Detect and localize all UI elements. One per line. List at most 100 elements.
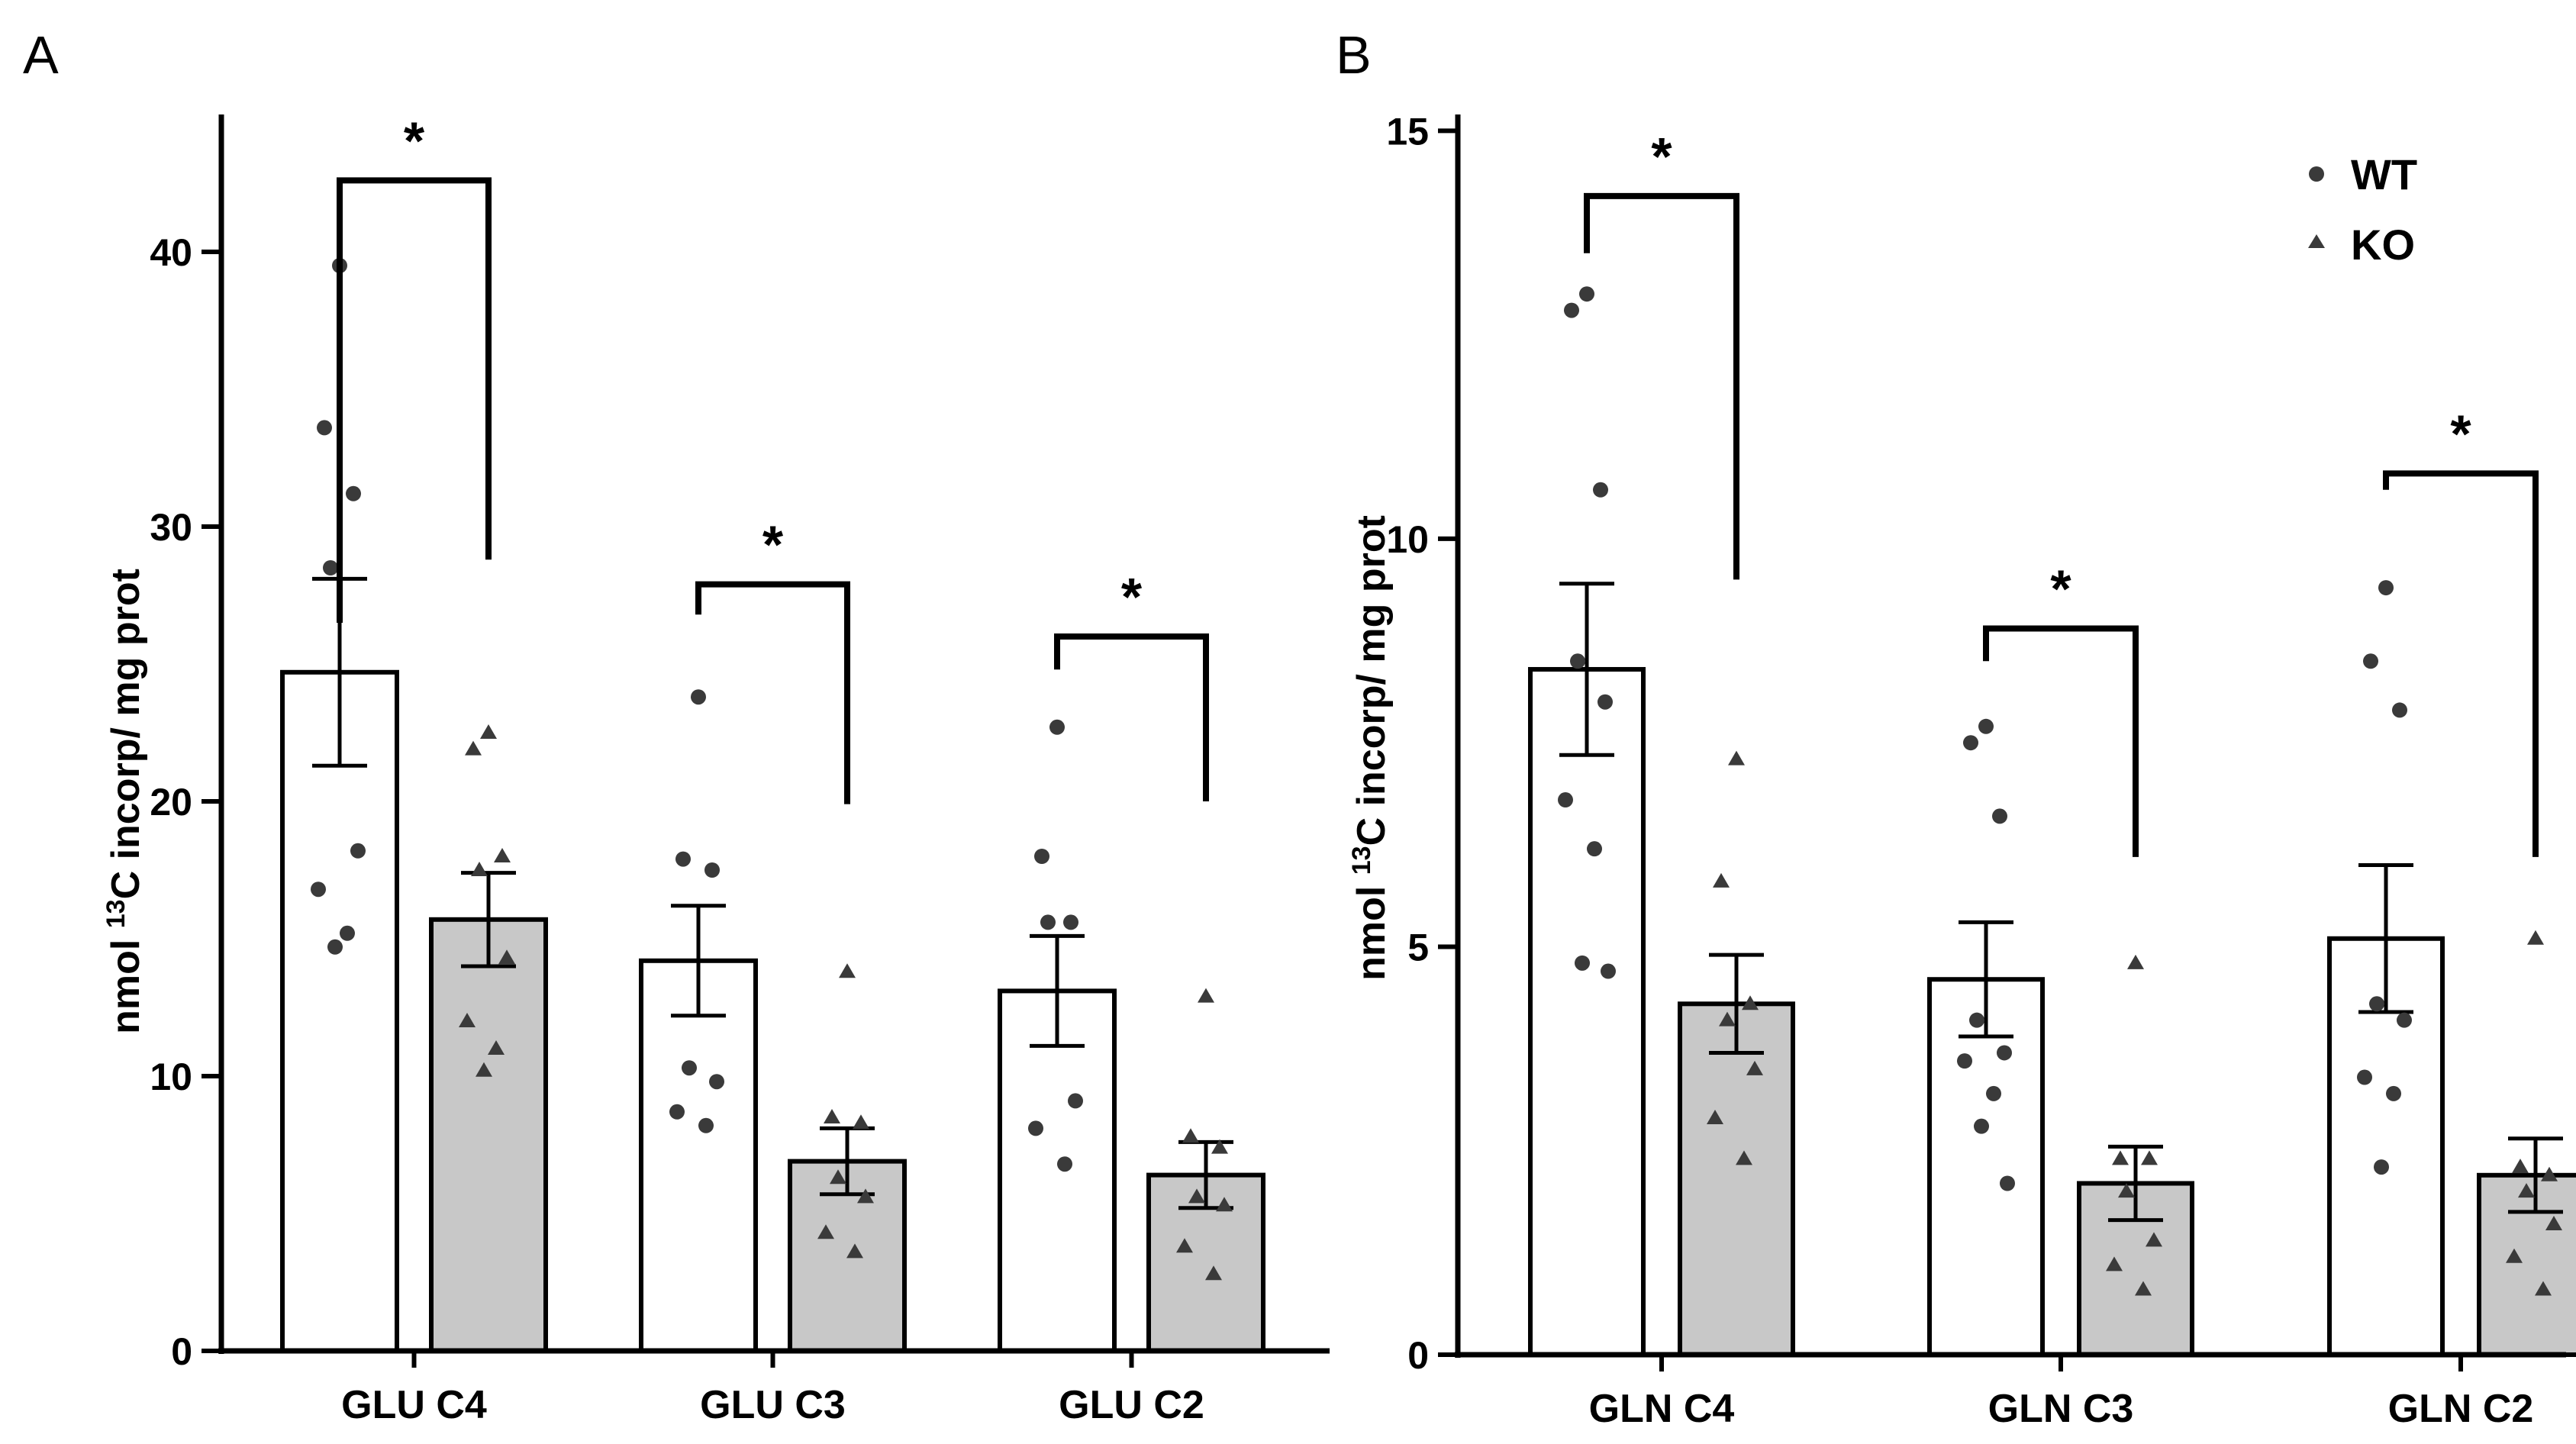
panel-b-axes: 0 5 10 15 GLN C4 GLN C3 GLN C2 xyxy=(1386,110,2566,1431)
panel-a-bars xyxy=(280,669,1265,1354)
panel-b-bar-ko xyxy=(1678,1001,1795,1357)
panel-a-point-wt xyxy=(698,1117,714,1133)
panel-b-point-ko xyxy=(1719,1011,1736,1027)
panel-b-y-tick-label: 10 xyxy=(1386,518,1429,561)
panel-a-point-ko xyxy=(839,963,856,978)
panel-b-point-ko xyxy=(1736,1150,1752,1165)
panel-b-point-ko xyxy=(2146,1232,2162,1247)
panel-b-point-wt xyxy=(2357,1069,2372,1085)
panel-a-significance-star: * xyxy=(404,111,425,170)
panel-a-point-ko xyxy=(494,848,511,862)
panel-b-significance: * * * xyxy=(1584,127,2539,857)
panel-b-point-ko xyxy=(2127,954,2144,969)
panel-a-bar-wt xyxy=(280,669,399,1353)
panel-b-point-wt xyxy=(2374,1159,2389,1175)
panel-b-point-wt xyxy=(1558,792,1573,808)
panel-b-x-tick-label: GLN C4 xyxy=(1589,1387,1735,1431)
panel-a-bar-wt xyxy=(639,958,758,1354)
panel-a-point-wt xyxy=(311,882,326,898)
panel-b-point-wt xyxy=(1986,1085,2001,1101)
panel-b-point-wt xyxy=(1579,286,1594,302)
panel-b-y-tick-label: 15 xyxy=(1386,110,1429,153)
panel-b-point-ko xyxy=(1707,1109,1723,1124)
panel-b-point-wt xyxy=(2363,653,2378,669)
panel-a-point-ko xyxy=(480,724,497,739)
panel-a-point-ko xyxy=(846,1243,863,1259)
panel-a-point-ko xyxy=(1205,1265,1222,1281)
panel-b-significance-bracket xyxy=(2383,470,2539,857)
panel-b-error-bars xyxy=(1559,582,2563,1223)
panel-b-significance-star: * xyxy=(1651,127,1672,186)
legend-wt-label: WT xyxy=(2351,150,2417,198)
panel-b-bar-wt xyxy=(1927,977,2045,1357)
panel-a-y-tick-label: 10 xyxy=(150,1056,192,1098)
panel-b-point-ko xyxy=(2135,1281,2152,1296)
panel-b-point-wt xyxy=(1601,963,1616,979)
panel-a: A nmol 13C incorp/ mg prot 0 10 20 30 40 GLU … xyxy=(23,25,1330,1427)
panel-b-point-wt xyxy=(1564,302,1579,318)
panel-a-point-ko xyxy=(476,1062,492,1077)
panel-b-point-ko xyxy=(1728,750,1745,766)
panel-b-point-wt xyxy=(2392,702,2407,718)
panel-a-significance-star: * xyxy=(762,515,784,575)
panel-b: B nmol 13C incorp/ mg prot 0 5 10 15 GLN C4 G… xyxy=(1336,25,2576,1431)
panel-b-point-ko xyxy=(2141,1150,2158,1165)
panel-b-point-ko xyxy=(2535,1281,2552,1296)
panel-b-significance-bracket xyxy=(1584,192,1739,580)
panel-a-significance: * * * xyxy=(337,111,1209,804)
panel-a-point-wt xyxy=(1049,719,1065,735)
panel-b-point-wt xyxy=(1957,1053,1972,1069)
panel-b-point-ko xyxy=(2118,1183,2135,1198)
panel-b-y-tick-label: 5 xyxy=(1407,926,1429,969)
panel-a-significance-bracket xyxy=(1054,633,1209,801)
panel-b-point-ko xyxy=(2512,1159,2529,1174)
panel-a-x-tick-label: GLU C2 xyxy=(1059,1383,1204,1427)
panel-b-significance-star: * xyxy=(2450,404,2471,463)
panel-a-point-wt xyxy=(682,1060,697,1076)
panel-a-x-tick-label: GLU C3 xyxy=(700,1383,846,1427)
panel-b-point-ko xyxy=(2545,1215,2562,1230)
legend-ko-label: KO xyxy=(2351,221,2415,269)
panel-a-point-ko xyxy=(853,1114,869,1130)
panel-b-point-wt xyxy=(2378,580,2394,596)
panel-b-point-wt xyxy=(1997,1045,2012,1061)
panel-a-bar-wt xyxy=(998,988,1117,1354)
panel-a-point-wt xyxy=(691,689,706,705)
panel-b-point-wt xyxy=(1963,735,1978,751)
legend-ko-marker xyxy=(2308,234,2325,248)
panel-a-point-ko xyxy=(857,1188,874,1204)
panel-b-point-wt xyxy=(1593,482,1608,498)
panel-a-y-tick-label: 40 xyxy=(150,231,192,274)
panel-b-point-wt xyxy=(1978,718,1994,734)
panel-a-point-ko xyxy=(1182,1128,1199,1143)
panel-b-point-wt xyxy=(2397,1012,2412,1028)
panel-a-point-ko xyxy=(471,862,488,876)
panel-a-point-wt xyxy=(675,851,691,867)
panel-b-point-ko xyxy=(2518,1183,2535,1198)
panel-a-y-axis-label: nmol 13C incorp/ mg prot xyxy=(102,569,148,1034)
panel-b-point-ko xyxy=(2112,1150,2129,1165)
panel-b-point-ko xyxy=(1713,872,1730,888)
panel-a-point-ko xyxy=(817,1224,834,1239)
panel-a-label: A xyxy=(23,25,59,85)
panel-a-significance-star: * xyxy=(1121,567,1143,627)
panel-a-point-ko xyxy=(1198,988,1214,1003)
panel-a-bar-ko xyxy=(429,917,548,1354)
panel-a-point-ko xyxy=(824,1109,840,1123)
panel-a-point-ko xyxy=(488,1040,505,1055)
panel-a-y-tick-label: 0 xyxy=(171,1330,192,1373)
panel-b-significance-star: * xyxy=(2050,559,2071,619)
panel-b-point-ko xyxy=(1742,995,1759,1010)
panel-b-point-wt xyxy=(1974,1118,1989,1134)
panel-b-bars xyxy=(1528,666,2576,1358)
panel-b-bar-ko xyxy=(2477,1172,2576,1357)
panel-a-y-tick-label: 30 xyxy=(150,506,192,549)
panel-a-point-ko xyxy=(1188,1188,1205,1204)
panel-a-point-wt xyxy=(323,560,338,575)
panel-a-axes: 0 10 20 30 40 GLU C4 GLU C3 GLU C2 xyxy=(150,114,1330,1427)
panel-b-x-tick-label: GLN C3 xyxy=(1988,1387,2134,1431)
panel-b-y-axis-label: nmol 13C incorp/ mg prot xyxy=(1347,515,1394,981)
panel-b-point-wt xyxy=(1587,841,1602,857)
panel-a-error-bars xyxy=(312,576,1233,1210)
panel-a-significance-bracket xyxy=(695,581,850,804)
